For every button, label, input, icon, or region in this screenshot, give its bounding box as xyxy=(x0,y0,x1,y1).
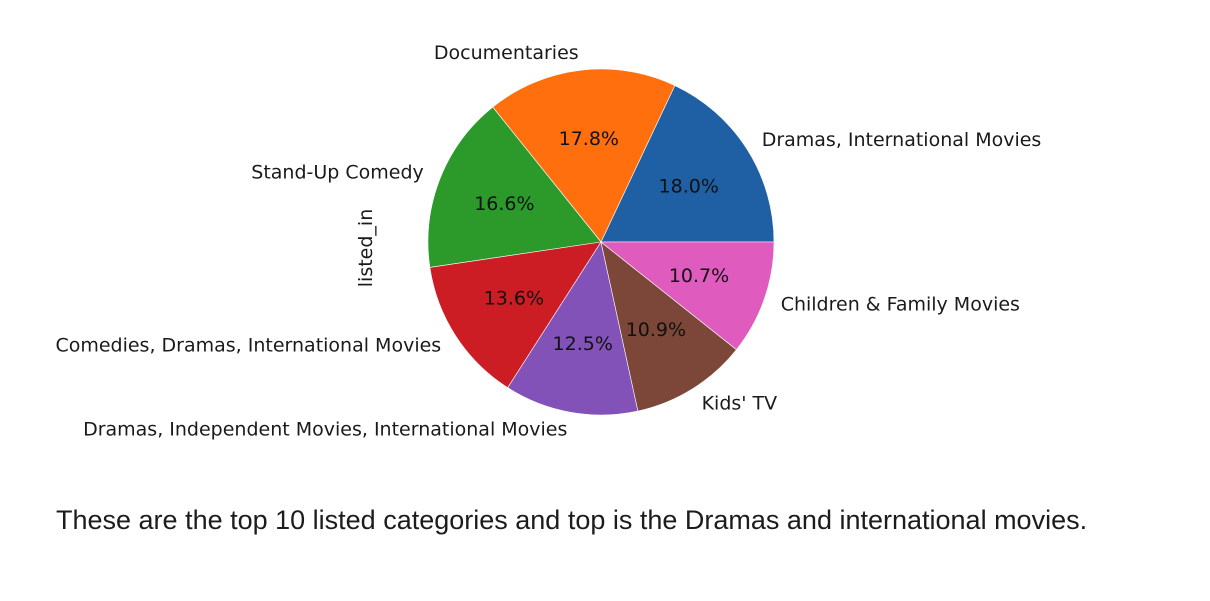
pie-slice xyxy=(429,241,602,389)
slice-category-label: Dramas, Independent Movies, Internationa… xyxy=(83,418,567,440)
slice-category-label: Stand-Up Comedy xyxy=(251,162,424,184)
pie-slice xyxy=(600,85,775,243)
slice-percent-label: 13.6% xyxy=(484,287,544,309)
slice-percent-label: 10.9% xyxy=(626,319,686,341)
slice-category-label: Comedies, Dramas, International Movies xyxy=(55,334,441,356)
category-labels: Dramas, International Movies Documentarie… xyxy=(55,42,1041,440)
pie-slice xyxy=(600,241,775,351)
slice-percent-label: 10.7% xyxy=(669,265,729,287)
slice-percent-label: 18.0% xyxy=(659,175,719,197)
y-axis-label: listed_in xyxy=(355,209,377,287)
slice-percent-label: 17.8% xyxy=(559,128,619,150)
slice-category-label: Documentaries xyxy=(434,42,579,64)
pie-chart: 18.0% 17.8% 16.6% 13.6% 12.5% 10.9% 10.7% Dram… xyxy=(55,42,1041,440)
pie-slice xyxy=(492,68,676,243)
slice-percent-label: 16.6% xyxy=(474,193,534,215)
slice-percent-label: 12.5% xyxy=(553,333,613,355)
pie-slice xyxy=(507,241,639,416)
percent-labels: 18.0% 17.8% 16.6% 13.6% 12.5% 10.9% 10.7% xyxy=(474,128,729,355)
slice-category-label: Dramas, International Movies xyxy=(762,129,1042,151)
pie-slices xyxy=(427,68,775,416)
pie-slice xyxy=(600,241,737,412)
slice-category-label: Kids' TV xyxy=(702,393,778,415)
chart-caption: These are the top 10 listed categories a… xyxy=(56,505,1088,535)
pie-slice xyxy=(427,106,602,268)
slice-category-label: Children & Family Movies xyxy=(781,294,1020,316)
